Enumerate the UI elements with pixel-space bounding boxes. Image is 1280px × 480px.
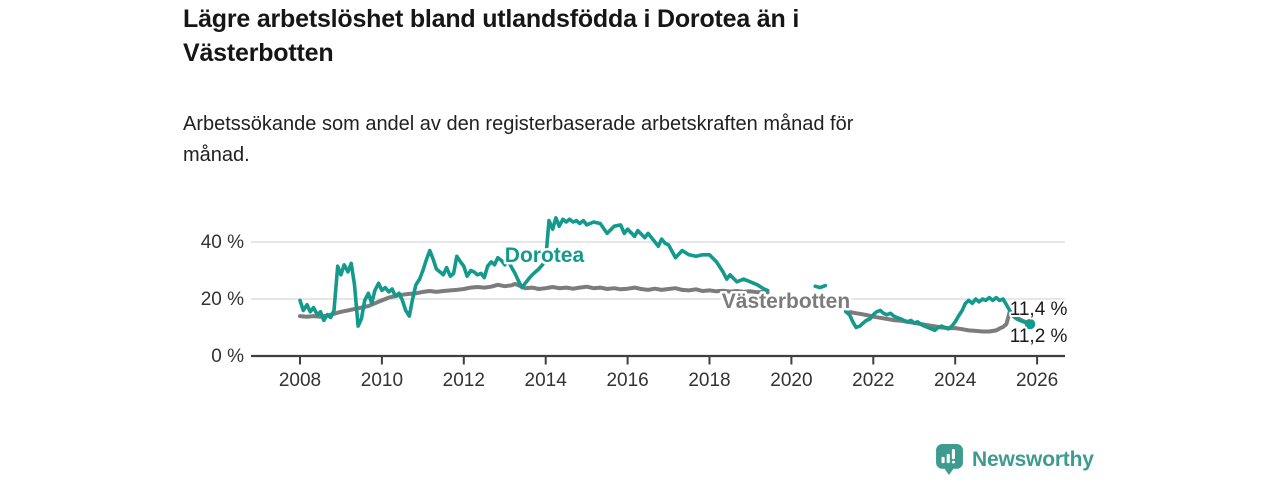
- series-end-dot-dorotea: [1024, 318, 1036, 330]
- y-tick-label: 0 %: [211, 346, 244, 367]
- newsworthy-wordmark: Newsworthy: [972, 447, 1094, 471]
- end-value-label: 11,4 %: [1010, 299, 1068, 320]
- series-label-vsterbotten: Västerbotten: [722, 290, 850, 313]
- series-line-dorotea: [298, 216, 770, 328]
- x-tick-label: 2022: [852, 370, 894, 391]
- x-tick-label: 2016: [606, 370, 648, 391]
- x-tick-label: 2020: [770, 370, 812, 391]
- y-tick-label: 20 %: [201, 289, 244, 310]
- x-tick-label: 2008: [279, 370, 321, 391]
- x-tick-label: 2026: [1016, 370, 1058, 391]
- series-label-dorotea: Dorotea: [505, 244, 585, 267]
- newsworthy-logo-icon: [936, 444, 963, 475]
- x-tick-label: 2010: [361, 370, 403, 391]
- series-line-dorotea: [844, 295, 1032, 333]
- series-line-dorotea: [813, 283, 828, 290]
- footer-brand[interactable]: Newsworthy: [936, 444, 1094, 475]
- x-tick-label: 2014: [525, 370, 568, 391]
- x-tick-label: 2012: [443, 370, 485, 391]
- chart-subtitle: Arbetssökande som andel av den registerb…: [183, 113, 854, 166]
- x-tick-label: 2024: [934, 370, 977, 391]
- x-tick-label: 2018: [688, 370, 730, 391]
- y-tick-label: 40 %: [201, 232, 244, 253]
- series-line-vsterbotten: [298, 281, 770, 319]
- chart-title: Lägre arbetslöshet bland utlandsfödda i …: [183, 5, 800, 67]
- end-value-label: 11,2 %: [1010, 326, 1068, 347]
